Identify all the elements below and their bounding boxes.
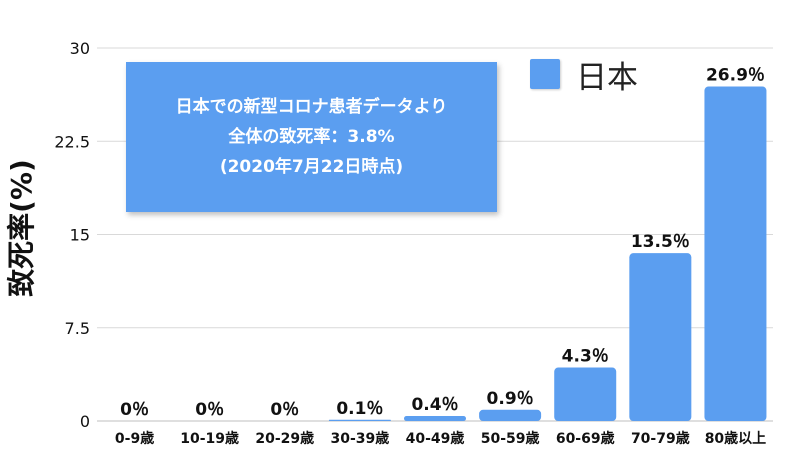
x-axis-ticks: 0-9歳 10-19歳 20-29歳 30-39歳 40-49歳 50-59歳 60-69歳… bbox=[115, 430, 766, 447]
annotation-box: 日本での新型コロナ患者データより 全体の致死率：3.8% (2020年7月22日… bbox=[126, 62, 497, 212]
data-labels: 0％ 0％ 0％ 0.1％ 0.4％ 0.9％ 4.3％ 13.5％ 26.9％ bbox=[120, 66, 765, 420]
legend-label: 日本 bbox=[576, 59, 638, 96]
legend: 日本 bbox=[530, 56, 638, 96]
bar bbox=[479, 409, 542, 421]
y-axis-ticks: 0 7.5 15 22.5 30 bbox=[54, 39, 90, 431]
bars bbox=[328, 86, 767, 421]
data-label: 26.9％ bbox=[706, 66, 765, 86]
data-label: 13.5％ bbox=[631, 232, 690, 252]
y-tick-label: 30 bbox=[70, 39, 90, 58]
bar bbox=[328, 419, 391, 421]
data-label: 0.1％ bbox=[336, 399, 383, 419]
annotation-line-2: 全体の致死率：3.8% bbox=[228, 127, 395, 147]
data-label: 4.3％ bbox=[562, 347, 609, 367]
legend-swatch bbox=[530, 59, 560, 89]
x-tick-label: 0-9歳 bbox=[115, 430, 154, 447]
x-tick-label: 40-49歳 bbox=[406, 430, 465, 447]
x-tick-label: 60-69歳 bbox=[556, 430, 615, 447]
bar bbox=[404, 416, 466, 421]
x-tick-label: 20-29歳 bbox=[255, 430, 314, 447]
x-tick-label: 10-19歳 bbox=[180, 430, 239, 447]
data-label: 0.9％ bbox=[487, 389, 534, 409]
data-label: 0.4％ bbox=[411, 395, 458, 415]
y-tick-label: 22.5 bbox=[54, 132, 90, 151]
annotation-line-3: (2020年7月22日時点) bbox=[219, 157, 404, 177]
x-tick-label: 70-79歳 bbox=[631, 430, 690, 447]
y-tick-label: 7.5 bbox=[65, 319, 90, 338]
data-label: 0％ bbox=[270, 400, 299, 420]
data-label: 0％ bbox=[120, 400, 149, 420]
y-axis-label: 致死率(%) bbox=[5, 159, 38, 297]
annotation-line-1: 日本での新型コロナ患者データより bbox=[175, 97, 448, 117]
bar bbox=[629, 253, 692, 421]
bar bbox=[554, 367, 617, 421]
data-label: 0％ bbox=[195, 400, 224, 420]
x-tick-label: 30-39歳 bbox=[330, 430, 389, 447]
x-tick-label: 80歳以上 bbox=[705, 430, 766, 447]
y-tick-label: 0 bbox=[80, 412, 90, 431]
y-tick-label: 15 bbox=[70, 226, 90, 245]
bar bbox=[704, 86, 767, 421]
x-tick-label: 50-59歳 bbox=[481, 430, 540, 447]
